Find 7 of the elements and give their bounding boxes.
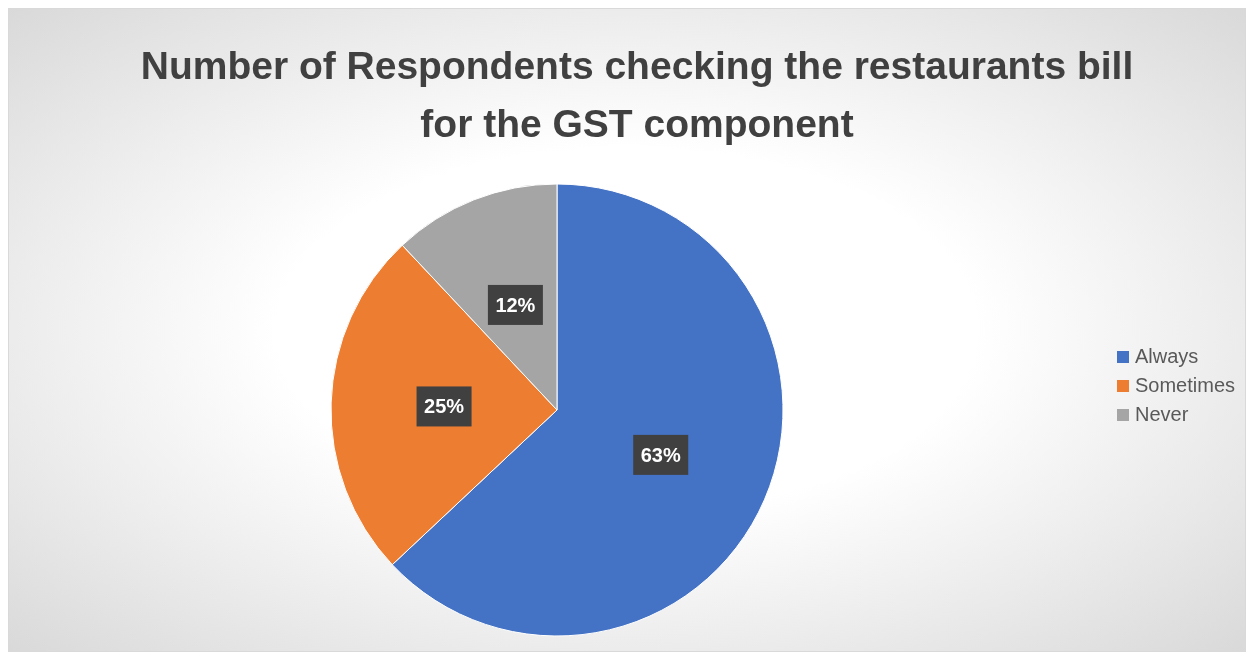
- data-label: 63%: [640, 443, 681, 466]
- legend-label: Never: [1134, 403, 1189, 426]
- legend-label: Sometimes: [1134, 374, 1235, 397]
- data-label: 25%: [424, 395, 465, 418]
- data-label: 12%: [495, 293, 536, 316]
- legend-label: Always: [1134, 345, 1199, 368]
- chart-title: Number of Respondents checking the restaurants bill for the GST component: [139, 43, 1135, 147]
